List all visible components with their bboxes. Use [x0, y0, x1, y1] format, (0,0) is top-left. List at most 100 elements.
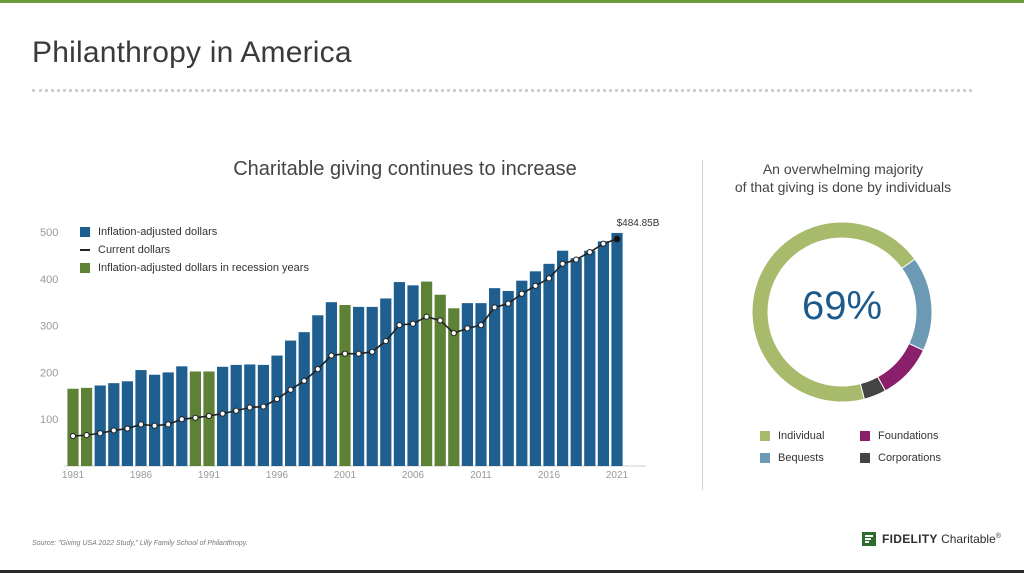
- current-dollars-point-1996: [273, 395, 281, 403]
- logo-text: FIDELITY Charitable®: [882, 532, 1001, 546]
- current-dollars-point-1985: [124, 425, 131, 432]
- donut-title-line-2: of that giving is done by individuals: [734, 179, 952, 195]
- legend-item-current-dollars: Current dollars: [80, 241, 309, 259]
- current-dollars-point-2008: [437, 317, 444, 324]
- x-tick-label: 2016: [538, 470, 561, 481]
- legend-item-recession: Inflation-adjusted dollars in recession …: [80, 259, 309, 277]
- current-dollars-point-2006: [409, 320, 417, 327]
- legend-item-inflation-adjusted: Inflation-adjusted dollars: [80, 223, 309, 241]
- current-dollars-point-1995: [260, 403, 267, 410]
- y-tick-label: 300: [40, 321, 58, 333]
- donut-center-label: 69%: [801, 284, 883, 328]
- current-dollars-point-2000: [328, 352, 335, 359]
- bar-recession-2007: [421, 281, 433, 466]
- current-dollars-point-2005: [396, 322, 403, 329]
- logo-text-bold: FIDELITY: [882, 532, 938, 546]
- donut-slice-corporations: [859, 376, 887, 400]
- current-dollars-point-2002: [355, 350, 362, 357]
- bar-1994: [244, 364, 256, 466]
- current-dollars-point-2009: [450, 329, 457, 337]
- bar-2019: [584, 250, 596, 466]
- current-dollars-line: [69, 235, 621, 440]
- current-dollars-point-1989: [178, 416, 185, 423]
- donut-chart: [751, 221, 933, 403]
- current-dollars-point-1992: [219, 410, 226, 417]
- current-dollars-point-1994: [246, 404, 253, 411]
- x-tick-label: 1981: [62, 470, 85, 481]
- legend-swatch-recession: [80, 263, 90, 273]
- y-tick-label: 400: [40, 274, 58, 286]
- x-axis: 1981 1986 1991 1996 2001 2006 2011 2016 2021: [62, 465, 646, 481]
- current-dollars-point-2012: [491, 304, 498, 311]
- bar-chart-legend: Inflation-adjusted dollars Current dolla…: [80, 223, 309, 277]
- legend-swatch-foundations: [860, 431, 870, 441]
- legend-label: Inflation-adjusted dollars in recession …: [98, 262, 309, 274]
- current-dollars-point-2007: [423, 313, 430, 320]
- bar-1987: [149, 374, 161, 466]
- bottom-bar: [0, 570, 1024, 573]
- current-dollars-point-2020: [600, 240, 607, 247]
- section-divider: [702, 160, 703, 490]
- bar-2018: [570, 258, 582, 466]
- page-title: Philanthropy in America: [32, 36, 352, 69]
- bar-1996: [271, 355, 283, 466]
- current-dollars-point-1993: [233, 407, 240, 414]
- bar-2000: [325, 302, 337, 466]
- legend-swatch-current-dollars: [80, 249, 90, 251]
- current-dollars-point-2019: [586, 249, 593, 256]
- x-tick-label: 1991: [198, 470, 221, 481]
- current-dollars-point-2010: [464, 325, 471, 332]
- donut-slice-foundations: [876, 342, 925, 392]
- current-dollars-point-1981: [69, 432, 77, 440]
- bar-2002: [353, 306, 365, 466]
- x-tick-label: 2021: [606, 470, 629, 481]
- top-accent-bar: [0, 0, 1024, 3]
- current-dollars-point-1988: [165, 421, 172, 428]
- bar-2020: [597, 241, 609, 466]
- bars: [67, 232, 623, 466]
- annotation: $484.85B: [617, 218, 660, 229]
- y-axis: 100 200 300 400 500: [40, 227, 58, 426]
- bar-2006: [407, 285, 419, 466]
- legend-label: Foundations: [878, 430, 939, 442]
- y-tick-label: 200: [40, 367, 58, 379]
- bar-2014: [516, 280, 528, 466]
- title-divider: [32, 89, 972, 92]
- x-tick-label: 2006: [402, 470, 425, 481]
- donut-slice-individual: [751, 221, 916, 403]
- logo-registered: ®: [995, 533, 1001, 540]
- x-tick-label: 1996: [266, 470, 289, 481]
- current-dollars-point-2016: [545, 275, 553, 282]
- current-dollars-point-1991: [205, 412, 213, 420]
- legend-swatch-individual: [760, 431, 770, 441]
- current-dollars-point-1997: [287, 386, 294, 393]
- x-tick-label: 1986: [130, 470, 153, 481]
- current-dollars-point-2011: [477, 322, 485, 329]
- annotation-label: $484.85B: [617, 218, 660, 229]
- donut-legend-individual: Individual: [760, 427, 860, 445]
- legend-swatch-corporations: [860, 453, 870, 463]
- current-dollars-point-1984: [110, 427, 117, 434]
- current-dollars-point-2013: [505, 300, 512, 307]
- bar-1984: [108, 383, 120, 466]
- bar-chart: 100 200 300 400 500 1981 1986 1991 1996 2001 2006…: [40, 218, 660, 481]
- legend-label: Individual: [778, 430, 825, 442]
- bar-2003: [366, 306, 378, 466]
- legend-label: Corporations: [878, 452, 941, 464]
- current-dollars-point-1990: [192, 414, 199, 421]
- bar-2013: [502, 290, 514, 466]
- bar-2016: [543, 263, 555, 466]
- donut-legend-bequests: Bequests: [760, 449, 860, 467]
- legend-swatch-bequests: [760, 453, 770, 463]
- x-tick-label: 2011: [470, 470, 492, 481]
- bar-2010: [461, 303, 473, 466]
- logo-text-rest: Charitable: [937, 532, 996, 546]
- legend-label: Current dollars: [98, 244, 171, 256]
- bar-recession-2008: [434, 294, 446, 466]
- fidelity-charitable-logo: FIDELITY Charitable®: [862, 532, 1001, 546]
- current-dollars-point-1999: [314, 366, 321, 373]
- bar-1985: [121, 381, 133, 466]
- bar-1988: [162, 372, 174, 466]
- current-dollars-point-2001: [341, 350, 349, 357]
- donut-legend-corporations: Corporations: [860, 449, 960, 467]
